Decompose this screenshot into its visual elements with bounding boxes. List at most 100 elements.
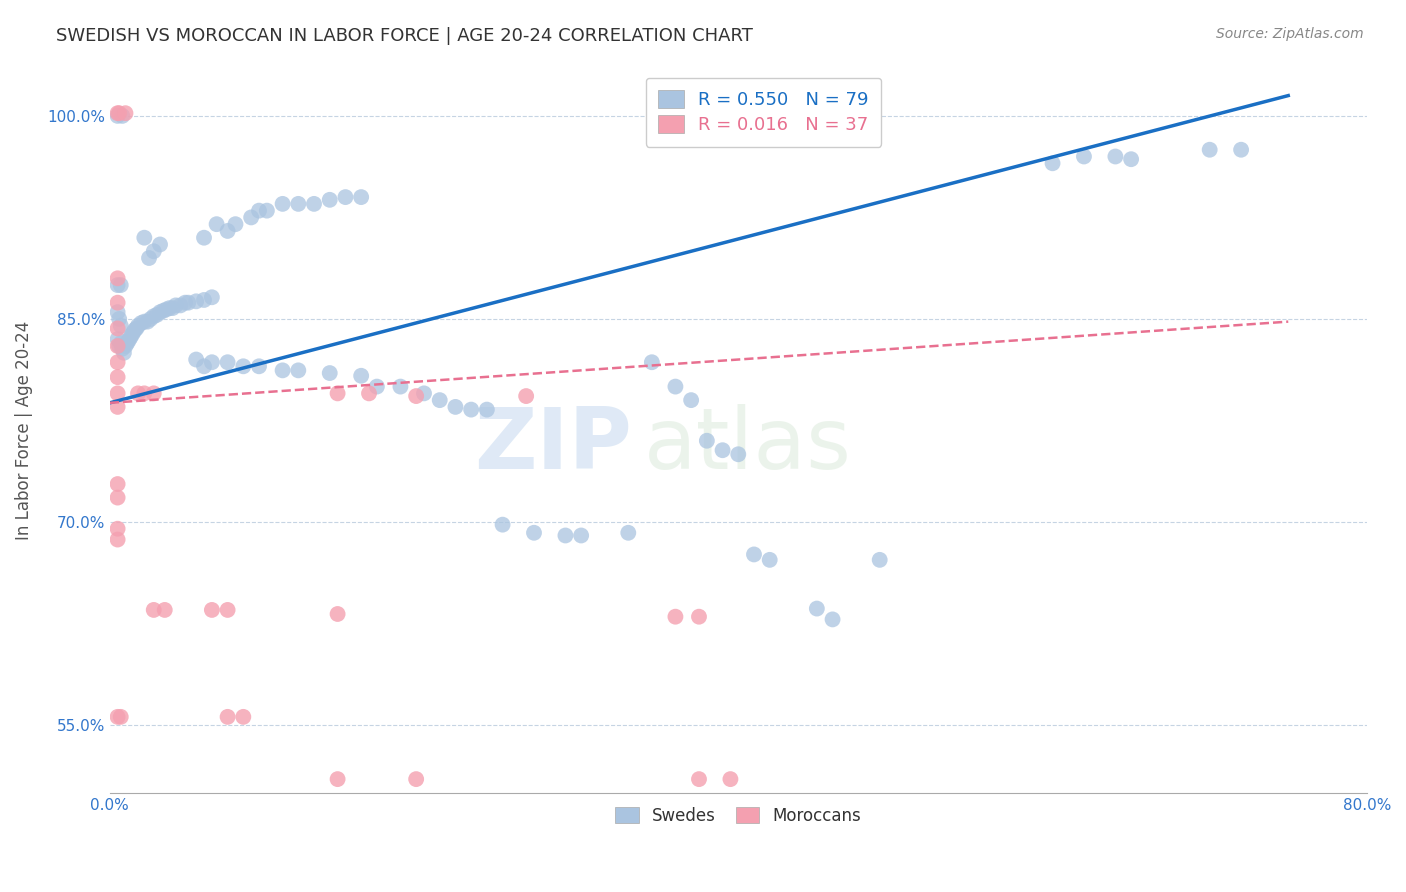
- Point: [302, 197, 325, 211]
- Point: [688, 609, 710, 624]
- Text: ZIP: ZIP: [474, 403, 631, 486]
- Point: [107, 400, 129, 414]
- Point: [152, 303, 174, 318]
- Point: [664, 609, 686, 624]
- Point: [460, 402, 482, 417]
- Point: [405, 389, 427, 403]
- Point: [146, 308, 169, 322]
- Point: [201, 355, 224, 369]
- Point: [711, 443, 734, 458]
- Point: [110, 278, 132, 293]
- Point: [110, 710, 132, 724]
- Point: [806, 601, 828, 615]
- Point: [107, 271, 129, 285]
- Text: atlas: atlas: [644, 403, 852, 486]
- Point: [121, 328, 143, 343]
- Point: [224, 217, 246, 231]
- Point: [232, 359, 254, 374]
- Point: [326, 607, 349, 621]
- Point: [201, 603, 224, 617]
- Point: [162, 301, 184, 315]
- Point: [271, 363, 294, 377]
- Point: [107, 295, 129, 310]
- Legend: Swedes, Moroccans: Swedes, Moroccans: [606, 797, 872, 835]
- Point: [554, 528, 576, 542]
- Point: [491, 517, 513, 532]
- Text: SWEDISH VS MOROCCAN IN LABOR FORCE | AGE 20-24 CORRELATION CHART: SWEDISH VS MOROCCAN IN LABOR FORCE | AGE…: [56, 27, 754, 45]
- Point: [232, 710, 254, 724]
- Point: [1042, 156, 1064, 170]
- Point: [247, 359, 270, 374]
- Point: [159, 301, 181, 315]
- Point: [617, 525, 640, 540]
- Point: [114, 106, 136, 120]
- Point: [108, 106, 131, 120]
- Point: [107, 491, 129, 505]
- Point: [641, 355, 664, 369]
- Point: [142, 603, 165, 617]
- Point: [1119, 152, 1142, 166]
- Point: [117, 334, 139, 348]
- Point: [217, 224, 239, 238]
- Point: [134, 386, 156, 401]
- Point: [115, 336, 138, 351]
- Point: [193, 359, 215, 374]
- Y-axis label: In Labor Force | Age 20-24: In Labor Force | Age 20-24: [15, 321, 32, 541]
- Point: [107, 106, 129, 120]
- Point: [287, 363, 309, 377]
- Point: [107, 109, 129, 123]
- Point: [108, 339, 131, 353]
- Point: [107, 710, 129, 724]
- Point: [107, 355, 129, 369]
- Text: Source: ZipAtlas.com: Source: ZipAtlas.com: [1216, 27, 1364, 41]
- Point: [515, 389, 537, 403]
- Point: [129, 316, 152, 330]
- Point: [122, 326, 145, 340]
- Point: [389, 379, 412, 393]
- Point: [177, 295, 200, 310]
- Point: [217, 710, 239, 724]
- Point: [569, 528, 592, 542]
- Point: [326, 386, 349, 401]
- Point: [136, 315, 159, 329]
- Point: [107, 533, 129, 547]
- Point: [326, 772, 349, 786]
- Point: [134, 315, 156, 329]
- Point: [186, 294, 208, 309]
- Point: [1230, 143, 1253, 157]
- Point: [169, 298, 191, 312]
- Point: [821, 612, 844, 626]
- Point: [366, 379, 388, 393]
- Point: [350, 368, 373, 383]
- Point: [107, 370, 129, 384]
- Point: [681, 393, 703, 408]
- Point: [256, 203, 278, 218]
- Point: [664, 379, 686, 393]
- Point: [114, 339, 136, 353]
- Point: [201, 290, 224, 304]
- Point: [139, 312, 162, 326]
- Point: [444, 400, 467, 414]
- Point: [335, 190, 357, 204]
- Point: [142, 310, 165, 324]
- Point: [696, 434, 718, 448]
- Point: [319, 193, 342, 207]
- Point: [271, 197, 294, 211]
- Point: [108, 312, 131, 326]
- Point: [127, 318, 149, 333]
- Point: [111, 342, 134, 356]
- Point: [149, 305, 172, 319]
- Point: [1198, 143, 1220, 157]
- Point: [217, 355, 239, 369]
- Point: [193, 230, 215, 244]
- Point: [138, 251, 160, 265]
- Point: [720, 772, 742, 786]
- Point: [107, 332, 129, 346]
- Point: [107, 522, 129, 536]
- Point: [142, 244, 165, 259]
- Point: [688, 772, 710, 786]
- Point: [287, 197, 309, 211]
- Point: [869, 553, 891, 567]
- Point: [111, 109, 134, 123]
- Point: [319, 366, 342, 380]
